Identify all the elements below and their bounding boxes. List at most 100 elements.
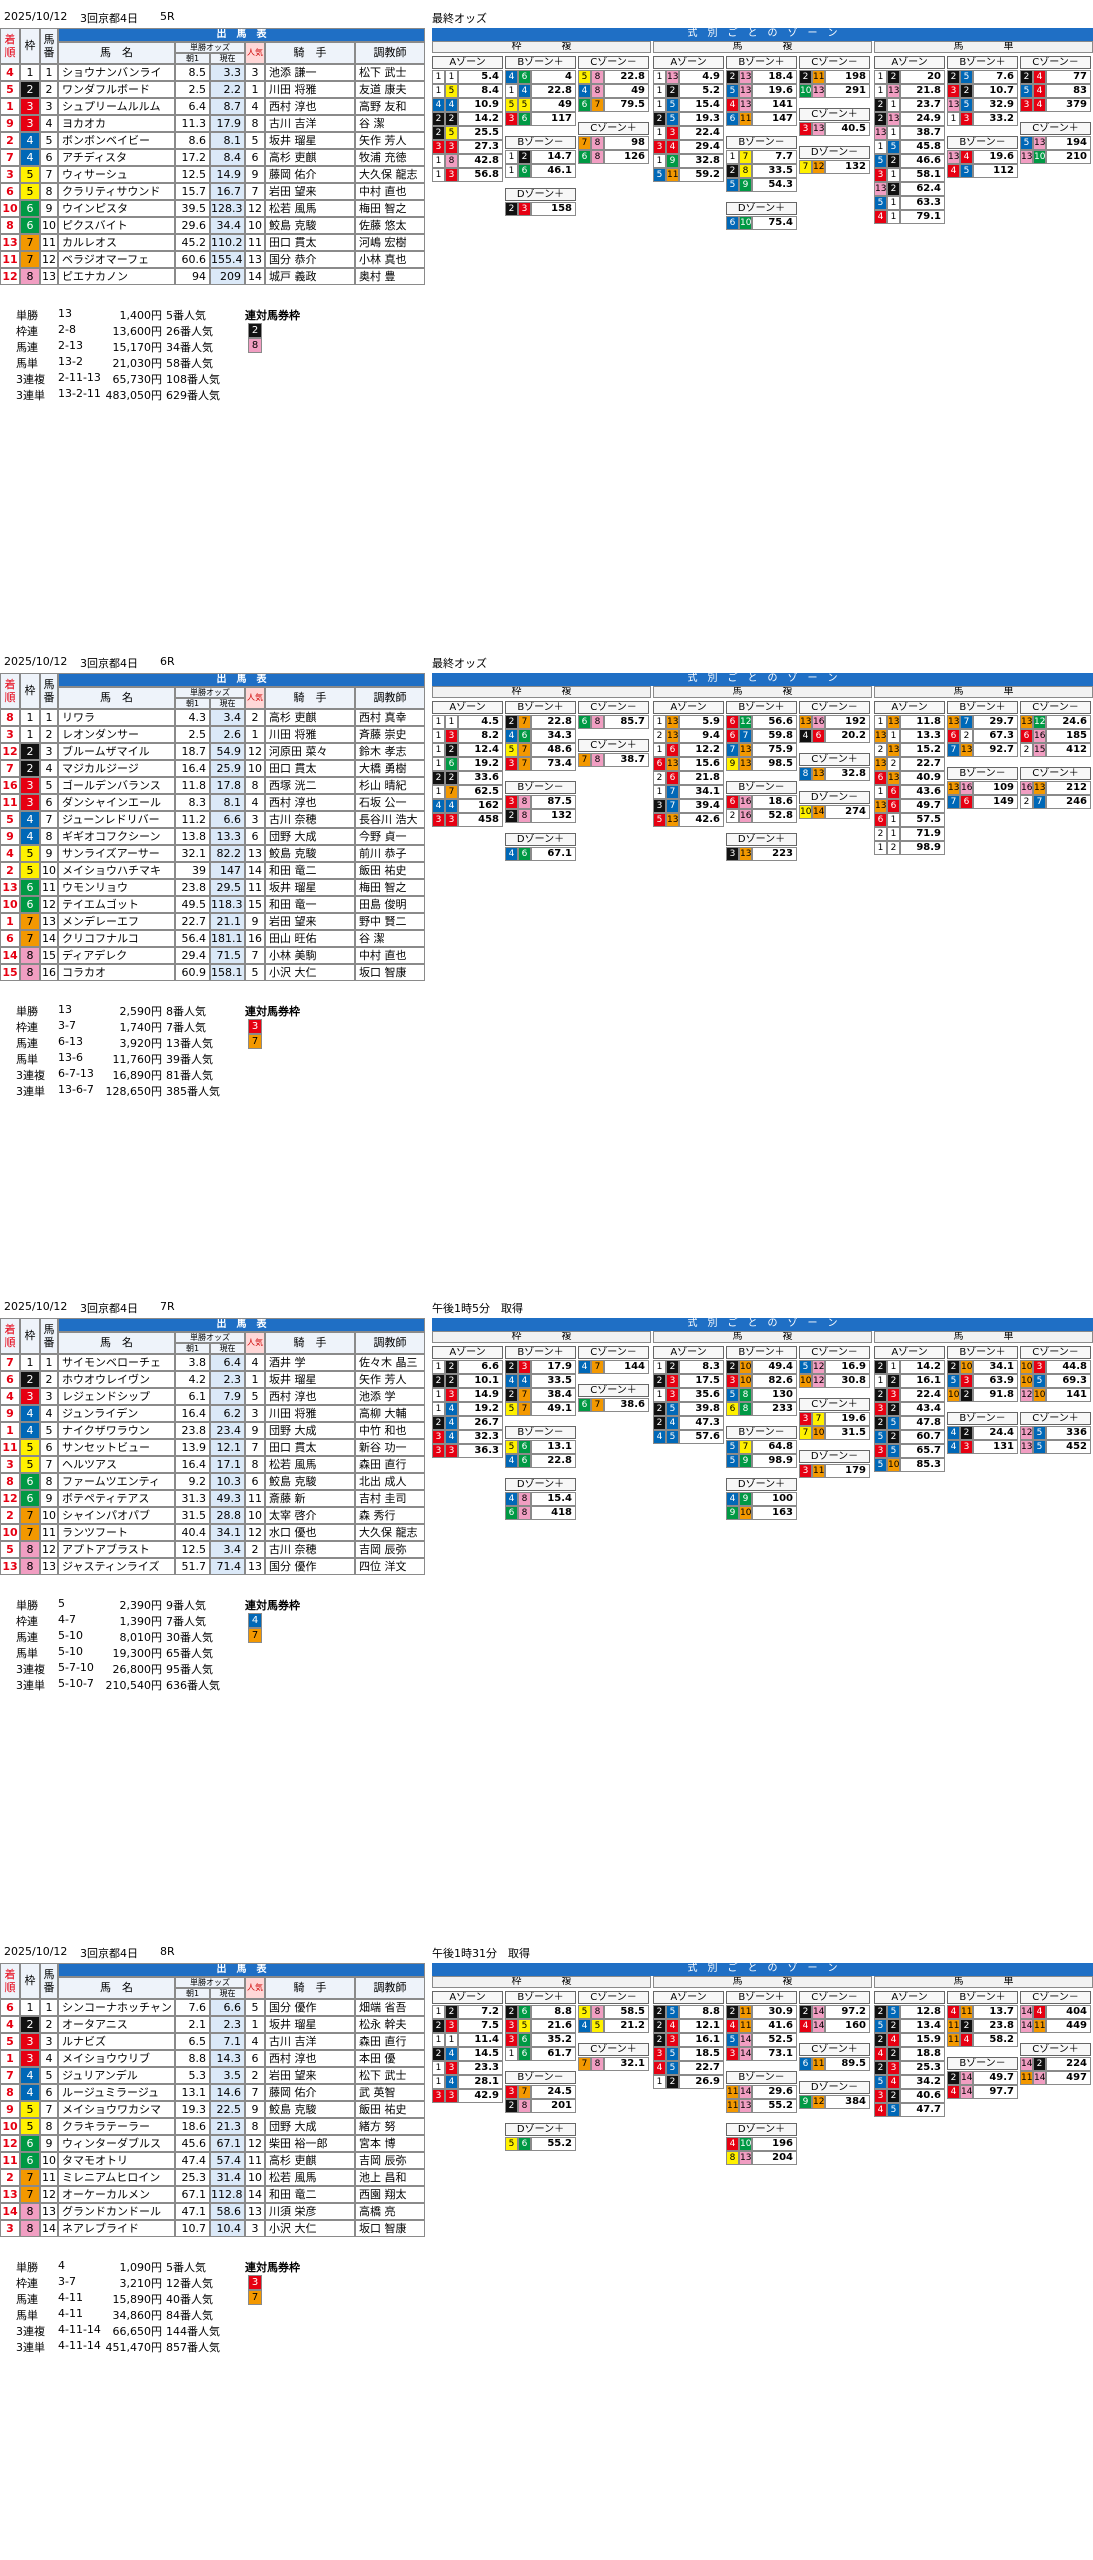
zone-odds: 7.6 [973, 70, 1018, 84]
second-pick: 5 [518, 2019, 531, 2033]
pair-frame: 4 [248, 1613, 262, 1628]
frame: 5 [20, 845, 40, 862]
odds-title: 最終オッズ [432, 657, 487, 670]
second-pick: 6 [518, 70, 531, 84]
zone-odds: 17.5 [679, 1374, 724, 1388]
zone-odds: 132 [531, 809, 576, 823]
second-pick: 10 [812, 1426, 825, 1440]
horse-name: サンライズアーサー [58, 845, 175, 862]
first-pick: 4 [947, 1440, 960, 1454]
first-pick: 3 [874, 2089, 887, 2103]
payout-amount: 3,210円 [119, 2277, 163, 2290]
current-odds: 16.7 [210, 183, 245, 200]
horse-name: クリコフナルコ [58, 930, 175, 947]
zone-label: Dゾーン＋ [726, 2123, 797, 2136]
zone-odds: 13.1 [531, 1440, 576, 1454]
current-odds: 31.4 [210, 2169, 245, 2186]
rank: 10 [0, 896, 20, 913]
horse-name: ブルームザマイル [58, 743, 175, 760]
trainer: 新谷 功一 [355, 1439, 425, 1456]
trainer: 友道 康夫 [355, 81, 425, 98]
horse-number: 13 [40, 268, 58, 285]
frame: 8 [20, 964, 40, 981]
zone-odds: 38.6 [604, 1398, 649, 1412]
morning-odds: 8.5 [175, 64, 210, 81]
payout-type: 3連単 [16, 1085, 45, 1098]
second-pick: 5 [666, 98, 679, 112]
first-pick: 9 [726, 757, 739, 771]
first-pick: 1 [505, 150, 518, 164]
zone-label: Aゾーン [653, 701, 724, 714]
first-pick: 5 [874, 1430, 887, 1444]
popularity: 1 [245, 2016, 265, 2033]
horse-number: 2 [40, 726, 58, 743]
trainer: 森 秀行 [355, 1507, 425, 1524]
zone-banner: 式 別 ご と の ゾ ー ン [432, 28, 1093, 41]
first-pick: 5 [726, 1440, 739, 1454]
zone-odds: 75.4 [752, 216, 797, 230]
horse-name: オーケーカルメン [58, 2186, 175, 2203]
horse-name: ナイクザワラウン [58, 1422, 175, 1439]
horse-name: メイショウウリブ [58, 2050, 175, 2067]
zone-odds: 11.8 [900, 715, 945, 729]
second-pick: 7 [739, 150, 752, 164]
zone-odds: 33.6 [458, 771, 503, 785]
first-pick: 5 [947, 1374, 960, 1388]
payout-popularity: 84番人気 [166, 2309, 213, 2322]
zone-odds: 26.7 [458, 1416, 503, 1430]
zone-odds: 21.8 [679, 771, 724, 785]
first-pick: 2 [432, 2047, 445, 2061]
jockey: 岩田 望来 [265, 2067, 355, 2084]
horse-number: 1 [40, 1999, 58, 2016]
frame: 3 [20, 777, 40, 794]
second-pick: 4 [1033, 98, 1046, 112]
current-odds: 17.1 [210, 1456, 245, 1473]
zone-odds: 63.3 [900, 196, 945, 210]
popularity: 15 [245, 896, 265, 913]
zone-odds: 42.8 [458, 154, 503, 168]
race-date: 2025/10/12 [4, 1300, 68, 1313]
zone-odds: 274 [825, 805, 870, 819]
payout-type: 単勝 [16, 1599, 38, 1612]
payout-combo: 13 [58, 1003, 72, 1016]
second-pick: 8 [591, 150, 604, 164]
morning-odds: 32.1 [175, 845, 210, 862]
frame: 3 [20, 1388, 40, 1405]
jockey: 松若 風馬 [265, 2169, 355, 2186]
second-pick: 8 [518, 1492, 531, 1506]
frame: 2 [20, 2016, 40, 2033]
first-pick: 3 [947, 84, 960, 98]
second-pick: 14 [739, 2047, 752, 2061]
zone-odds: 34.1 [973, 1360, 1018, 1374]
zone-odds: 7.5 [458, 2019, 503, 2033]
payout-amount: 34,860円 [112, 2309, 163, 2322]
first-pick: 5 [874, 2019, 887, 2033]
trainer: 武 英智 [355, 2084, 425, 2101]
horse-name: ギギオコフクシーン [58, 828, 175, 845]
current-odds: 128.3 [210, 200, 245, 217]
zone-banner: 式 別 ご と の ゾ ー ン [432, 1318, 1093, 1331]
first-pick: 2 [874, 2005, 887, 2019]
first-pick: 1 [432, 2075, 445, 2089]
second-pick: 6 [518, 2005, 531, 2019]
horse-number: 3 [40, 743, 58, 760]
pair-frame: 7 [248, 2290, 262, 2305]
zone-odds: 40.9 [900, 771, 945, 785]
first-pick: 2 [653, 1374, 666, 1388]
zone-odds: 47.8 [900, 1416, 945, 1430]
horse-number: 3 [40, 1388, 58, 1405]
second-pick: 5 [1033, 1374, 1046, 1388]
payout-type: 3連複 [16, 1663, 45, 1676]
morning-odds: 60.9 [175, 964, 210, 981]
zone-label: Aゾーン [874, 1991, 945, 2004]
zone-label: Bゾーン＋ [726, 701, 797, 714]
first-pick: 7 [578, 753, 591, 767]
popularity: 14 [245, 268, 265, 285]
header-name: 馬 名 [58, 42, 175, 64]
frame: 8 [20, 947, 40, 964]
payout-popularity: 34番人気 [166, 341, 213, 354]
frame: 5 [20, 183, 40, 200]
morning-odds: 16.4 [175, 1405, 210, 1422]
second-pick: 6 [518, 2137, 531, 2151]
header-rank: 着順 [0, 673, 20, 709]
